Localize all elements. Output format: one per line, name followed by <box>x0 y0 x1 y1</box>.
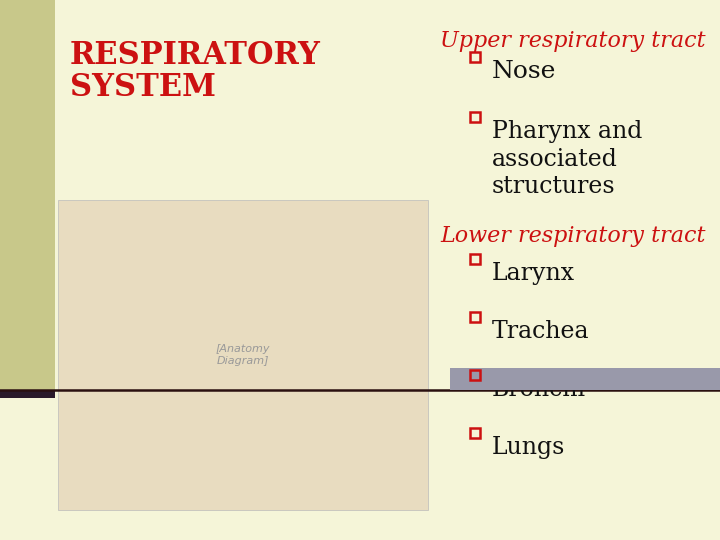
Bar <box>470 254 480 264</box>
Text: Lower respiratory tract: Lower respiratory tract <box>440 225 706 247</box>
Text: Nose: Nose <box>492 60 557 83</box>
Text: Larynx: Larynx <box>492 262 575 285</box>
Text: Lungs: Lungs <box>492 436 565 459</box>
Bar <box>450 368 720 390</box>
Text: Trachea: Trachea <box>492 320 590 343</box>
Text: RESPIRATORY: RESPIRATORY <box>70 40 321 71</box>
Text: Bronchi: Bronchi <box>492 378 586 401</box>
Bar <box>0 390 55 398</box>
Bar <box>470 52 480 62</box>
Bar <box>58 200 428 510</box>
Text: Upper respiratory tract: Upper respiratory tract <box>440 30 706 52</box>
Bar <box>470 370 480 380</box>
Text: SYSTEM: SYSTEM <box>70 72 216 103</box>
Bar <box>470 428 480 438</box>
Bar <box>470 312 480 322</box>
Bar <box>470 112 480 122</box>
Text: [Anatomy
Diagram]: [Anatomy Diagram] <box>216 344 270 366</box>
Text: Pharynx and
associated
structures: Pharynx and associated structures <box>492 120 642 198</box>
Bar <box>0 0 55 390</box>
